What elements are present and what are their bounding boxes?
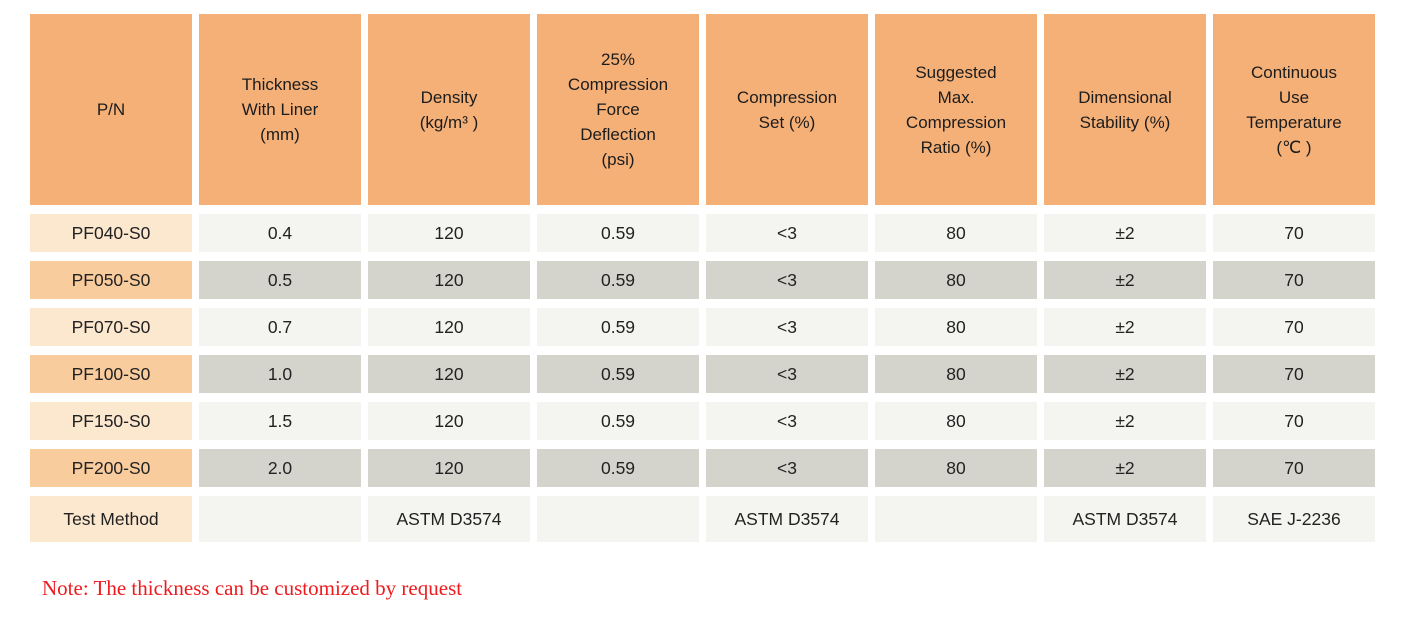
value-cell: 0.4 xyxy=(199,214,361,252)
value-cell: 80 xyxy=(875,449,1037,487)
value-cell: ASTM D3574 xyxy=(368,496,530,542)
part-number-cell: PF150-S0 xyxy=(30,402,192,440)
value-cell: 70 xyxy=(1213,449,1375,487)
value-cell: 120 xyxy=(368,402,530,440)
value-cell: 2.0 xyxy=(199,449,361,487)
table-row: PF070-S0 0.7 120 0.59 <3 80 ±2 70 xyxy=(30,308,1375,346)
page: P/N Thickness With Liner (mm) Density (kg/… xyxy=(23,5,1382,600)
value-cell xyxy=(537,496,699,542)
value-cell: ±2 xyxy=(1044,214,1206,252)
table-row: PF200-S0 2.0 120 0.59 <3 80 ±2 70 xyxy=(30,449,1375,487)
table-header: P/N Thickness With Liner (mm) Density (kg/… xyxy=(30,14,1375,205)
value-cell: ±2 xyxy=(1044,402,1206,440)
value-cell: <3 xyxy=(706,261,868,299)
test-method-row: Test Method ASTM D3574 ASTM D3574 ASTM D357… xyxy=(30,496,1375,542)
value-cell: 120 xyxy=(368,449,530,487)
part-number-cell: PF100-S0 xyxy=(30,355,192,393)
value-cell: 70 xyxy=(1213,214,1375,252)
value-cell: 0.5 xyxy=(199,261,361,299)
value-cell: ±2 xyxy=(1044,308,1206,346)
value-cell: 70 xyxy=(1213,261,1375,299)
value-cell: 120 xyxy=(368,261,530,299)
value-cell: ±2 xyxy=(1044,355,1206,393)
table-body: PF040-S0 0.4 120 0.59 <3 80 ±2 70 PF050-S0 0.5 120… xyxy=(30,214,1375,542)
value-cell: <3 xyxy=(706,308,868,346)
value-cell: 0.59 xyxy=(537,355,699,393)
value-cell: 80 xyxy=(875,308,1037,346)
part-number-cell: PF070-S0 xyxy=(30,308,192,346)
header-row: P/N Thickness With Liner (mm) Density (kg/… xyxy=(30,14,1375,205)
value-cell: <3 xyxy=(706,214,868,252)
value-cell: 120 xyxy=(368,355,530,393)
table-row: PF040-S0 0.4 120 0.59 <3 80 ±2 70 xyxy=(30,214,1375,252)
value-cell: 0.59 xyxy=(537,449,699,487)
column-header: Density (kg/m³ ) xyxy=(368,14,530,205)
value-cell: 120 xyxy=(368,308,530,346)
column-header: Suggested Max. Compression Ratio (%) xyxy=(875,14,1037,205)
value-cell: 70 xyxy=(1213,308,1375,346)
value-cell: ±2 xyxy=(1044,449,1206,487)
value-cell: 80 xyxy=(875,261,1037,299)
column-header: 25% Compression Force Deflection (psi) xyxy=(537,14,699,205)
value-cell xyxy=(875,496,1037,542)
table-row: PF100-S0 1.0 120 0.59 <3 80 ±2 70 xyxy=(30,355,1375,393)
part-number-cell: PF200-S0 xyxy=(30,449,192,487)
value-cell: 0.59 xyxy=(537,261,699,299)
note-text: Note: The thickness can be customized by… xyxy=(42,576,463,600)
value-cell: 0.59 xyxy=(537,402,699,440)
value-cell: ±2 xyxy=(1044,261,1206,299)
value-cell: <3 xyxy=(706,402,868,440)
value-cell: <3 xyxy=(706,355,868,393)
column-header: Thickness With Liner (mm) xyxy=(199,14,361,205)
value-cell: 1.0 xyxy=(199,355,361,393)
column-header: Compression Set (%) xyxy=(706,14,868,205)
column-header: Continuous Use Temperature (℃ ) xyxy=(1213,14,1375,205)
value-cell: 1.5 xyxy=(199,402,361,440)
value-cell: ASTM D3574 xyxy=(1044,496,1206,542)
column-header: Dimensional Stability (%) xyxy=(1044,14,1206,205)
test-method-label: Test Method xyxy=(30,496,192,542)
value-cell: 80 xyxy=(875,355,1037,393)
value-cell xyxy=(199,496,361,542)
value-cell: ASTM D3574 xyxy=(706,496,868,542)
table-row: PF150-S0 1.5 120 0.59 <3 80 ±2 70 xyxy=(30,402,1375,440)
value-cell: 80 xyxy=(875,402,1037,440)
value-cell: 70 xyxy=(1213,355,1375,393)
value-cell: 80 xyxy=(875,214,1037,252)
part-number-cell: PF040-S0 xyxy=(30,214,192,252)
value-cell: 120 xyxy=(368,214,530,252)
value-cell: 0.7 xyxy=(199,308,361,346)
part-number-cell: PF050-S0 xyxy=(30,261,192,299)
column-header: P/N xyxy=(30,14,192,205)
table-row: PF050-S0 0.5 120 0.59 <3 80 ±2 70 xyxy=(30,261,1375,299)
value-cell: 70 xyxy=(1213,402,1375,440)
value-cell: <3 xyxy=(706,449,868,487)
value-cell: 0.59 xyxy=(537,214,699,252)
value-cell: 0.59 xyxy=(537,308,699,346)
value-cell: SAE J-2236 xyxy=(1213,496,1375,542)
spec-table: P/N Thickness With Liner (mm) Density (kg/… xyxy=(23,5,1382,551)
